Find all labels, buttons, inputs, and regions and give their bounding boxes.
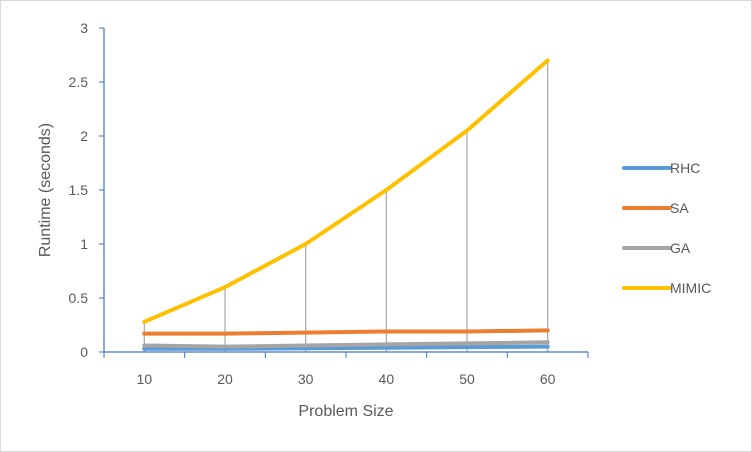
legend-label: SA [670, 200, 689, 216]
legend-label: GA [670, 240, 691, 256]
x-tick-label: 20 [217, 371, 233, 387]
y-tick-label: 0.5 [69, 290, 89, 306]
series-line-ga [142, 340, 550, 349]
x-tick-label: 10 [137, 371, 153, 387]
y-tick-label: 2.5 [69, 74, 89, 90]
x-tick-label: 30 [298, 371, 314, 387]
x-tick-label: 40 [379, 371, 395, 387]
series-line-mimic [142, 58, 550, 324]
y-tick-label: 0 [80, 344, 88, 360]
y-axis-title: Runtime (seconds) [37, 123, 54, 257]
series-line-sa [142, 328, 550, 336]
legend-label: MIMIC [670, 280, 711, 296]
y-tick-label: 2 [80, 128, 88, 144]
y-tick-label: 1 [80, 236, 88, 252]
y-tick-label: 3 [80, 20, 88, 36]
x-axis-title: Problem Size [298, 403, 393, 420]
x-tick-label: 60 [540, 371, 556, 387]
legend-label: RHC [670, 160, 700, 176]
series-line-rhc [142, 344, 550, 351]
y-tick-label: 1.5 [69, 182, 89, 198]
x-tick-label: 50 [459, 371, 475, 387]
